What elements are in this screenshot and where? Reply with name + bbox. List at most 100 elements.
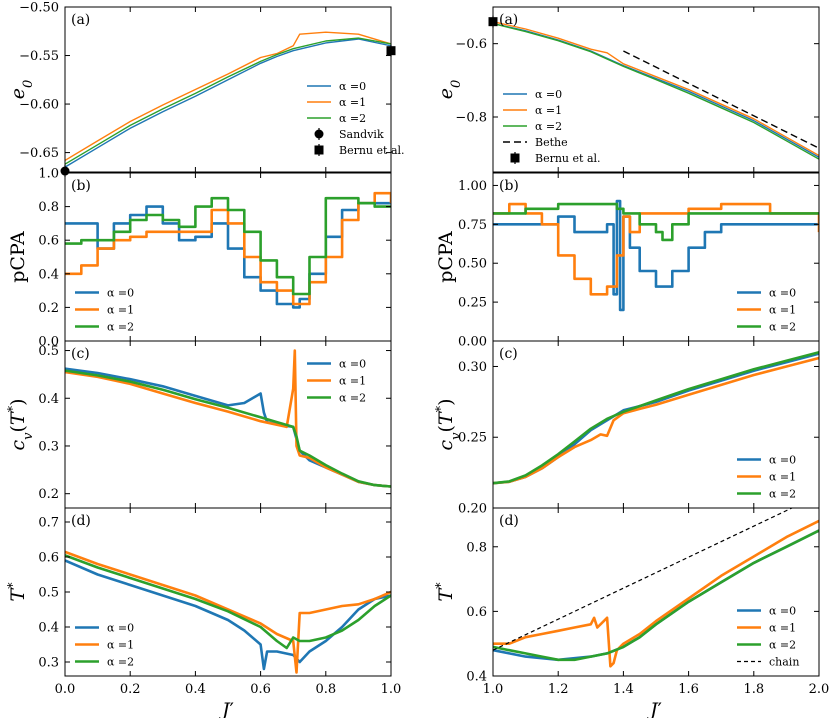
y-tick-label: 0.50 [458, 257, 487, 272]
y-axis-label: e0 [435, 80, 464, 100]
legend-label: α =2 [339, 112, 366, 125]
panel-label: (d) [499, 513, 519, 529]
y-tick-label: 0.8 [466, 540, 487, 555]
series-line-1 [65, 550, 391, 674]
panel-left-a: −0.50 −0.55 −0.60 −0.65 (a) e0 α =0 α =1 α =2 San… [7, 1, 405, 178]
y-tick-label: 0.8 [38, 200, 59, 215]
y-tick-label: 0.25 [458, 431, 487, 446]
y-tick-label: 0.5 [38, 344, 59, 359]
series-line-1 [493, 21, 819, 157]
series-line-2 [493, 202, 819, 242]
y-tick-label: 0.25 [458, 296, 487, 311]
x-tick-label: 0.4 [185, 682, 206, 697]
legend-label: α =0 [769, 287, 796, 300]
y-tick-label: −0.50 [19, 1, 59, 16]
y-tick-label: 0.4 [38, 392, 59, 407]
x-tick-label: 1.4 [613, 682, 634, 697]
x-tick-label: 1.6 [678, 682, 699, 697]
y-tick-label: 0.00 [458, 335, 487, 350]
y-tick-label: 1.0 [38, 167, 59, 182]
legend: α =0 α =1 α =2 [307, 358, 366, 405]
panel-right-a: −0.6 −0.8 (a) e0 α =0 α =1 α =2 Bethe Bernu et a… [435, 6, 820, 173]
legend-marker [314, 144, 324, 156]
legend-label: Sandvik [339, 128, 384, 141]
series-line-0 [65, 559, 391, 671]
series-line-1 [493, 519, 819, 668]
panel-label: (a) [71, 12, 90, 28]
legend: α =0 α =1 α =2 Bethe Bernu et al. [503, 88, 601, 165]
series-line-1 [65, 31, 391, 162]
x-tick-label: 0.2 [120, 682, 141, 697]
series-line-0 [493, 22, 819, 158]
panel-label: (a) [499, 12, 518, 28]
y-tick-label: 0.6 [38, 551, 59, 566]
series-line-2 [493, 529, 819, 662]
panel-label: (c) [71, 346, 90, 362]
panel-left-b: 0.0 0.2 0.4 0.6 0.8 1.0 (b) pCPA α =0 α =1 α =2 [7, 167, 392, 350]
legend-label: α =0 [107, 622, 134, 635]
y-tick-label: 0.2 [38, 487, 59, 502]
y-tick-label: −0.6 [455, 37, 487, 52]
legend-label: α =2 [769, 639, 796, 652]
series-line-2 [493, 22, 819, 160]
panel-label: (b) [71, 178, 91, 194]
legend: α =0 α =1 α =2 [737, 287, 796, 334]
y-tick-label: 1.00 [458, 179, 487, 194]
series-line-2 [65, 37, 391, 165]
legend-label: Bethe [535, 136, 568, 149]
y-tick-label: 0.75 [458, 218, 487, 233]
legend-label: Bernu et al. [535, 152, 601, 165]
panel-label: (d) [71, 513, 91, 529]
series-line-1 [493, 202, 819, 296]
y-tick-label: −0.8 [455, 111, 487, 126]
legend-label: α =0 [769, 454, 796, 467]
axes-frame [492, 6, 820, 173]
legend: α =0 α =1 α =2 chain [737, 605, 799, 669]
legend-label: α =0 [107, 287, 134, 300]
legend-label: α =1 [339, 96, 366, 109]
axes-frame [492, 507, 820, 677]
legend-label: α =0 [339, 358, 366, 371]
panel-left-c: 0.2 0.3 0.4 0.5 (c) cv(T*) α =0 α =1 α =2 [6, 340, 392, 509]
legend-label: Bernu et al. [339, 144, 405, 157]
series-line-2 [493, 351, 819, 485]
legend: α =0 α =1 α =2 Sandvik Bernu et al. [307, 80, 405, 157]
y-axis-label: e0 [7, 80, 36, 100]
y-axis-label: T* [434, 582, 458, 602]
legend-label: α =1 [107, 304, 134, 317]
panel-left-d: 0.0 0.2 0.4 0.6 0.8 1.0 0.3 0.4 0.5 0.6 0.7 (d) T* J′… [6, 507, 401, 718]
legend-label: α =2 [339, 392, 366, 405]
legend-label: α =2 [769, 488, 796, 501]
panel-right-d: 1.0 1.2 1.4 1.6 1.8 2.00.40.60.8(d)T*J′α =0α … [434, 507, 829, 718]
y-tick-label: −0.60 [19, 98, 59, 113]
panel-label: (c) [499, 346, 518, 362]
legend-label: α =1 [107, 639, 134, 652]
series-line-1 [65, 191, 391, 306]
y-tick-label: 0.30 [458, 360, 487, 375]
y-tick-label: 0.4 [466, 670, 487, 685]
legend-label: α =0 [769, 605, 796, 618]
y-tick-label: 0.4 [38, 621, 59, 636]
legend: α =0 α =1 α =2 [75, 622, 134, 669]
legend-label: α =0 [339, 80, 366, 93]
y-tick-label: 0.0 [38, 335, 59, 350]
axes-frame [64, 6, 392, 173]
x-axis-label: J′ [218, 699, 234, 718]
x-tick-label: 0.8 [315, 682, 336, 697]
panel-right-b: 0.00 0.25 0.50 0.75 1.00 (b) pCPA α =0 α =1 α =2 [435, 172, 820, 350]
legend-label: α =1 [535, 104, 562, 117]
legend-label: α =2 [535, 120, 562, 133]
legend-label: α =2 [769, 321, 796, 334]
legend-marker [510, 152, 520, 164]
y-tick-label: 0.7 [38, 516, 59, 531]
series-line-1 [493, 356, 819, 485]
legend-label: α =2 [107, 321, 134, 334]
y-tick-label: 0.6 [38, 234, 59, 249]
y-tick-label: −0.65 [19, 146, 59, 161]
y-tick-label: 0.20 [458, 502, 487, 517]
series-line-2 [65, 554, 391, 650]
y-tick-label: 0.5 [38, 586, 59, 601]
legend-label: α =1 [769, 471, 796, 484]
panel-label: (b) [499, 178, 519, 194]
